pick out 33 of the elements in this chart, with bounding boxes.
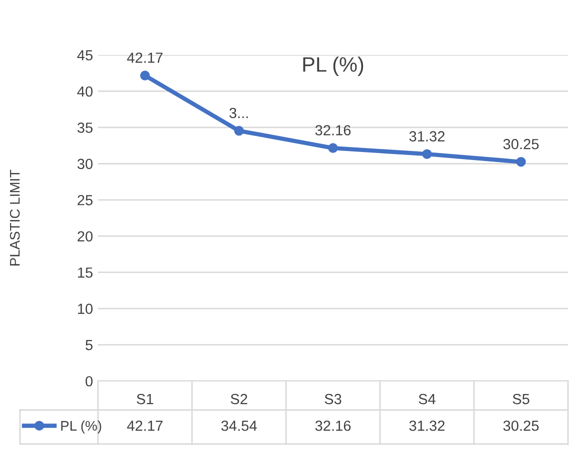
y-tick-label: 25 xyxy=(78,194,93,206)
data-label: 42.17 xyxy=(127,420,163,431)
data-label: 30.25 xyxy=(503,420,539,431)
x-tick-label: S5 xyxy=(512,394,530,404)
y-tick-label: 10 xyxy=(78,304,93,314)
x-tick-label: S1 xyxy=(136,394,154,404)
chart-title: PL (%) xyxy=(303,56,364,76)
point xyxy=(140,70,150,80)
annotation: 3... xyxy=(229,108,248,118)
legend-label: PL (%) xyxy=(61,420,102,434)
annotation: 42.17 xyxy=(127,52,163,63)
y-tick-label: 40 xyxy=(77,86,93,97)
point xyxy=(516,156,526,167)
y-tick-label: 30 xyxy=(77,158,93,170)
y-tick-label: 5 xyxy=(86,340,93,350)
y-tick-label: 45 xyxy=(77,50,93,60)
x-tick-label: S4 xyxy=(418,394,436,404)
point xyxy=(328,143,338,153)
y-tick-label: 20 xyxy=(78,231,93,242)
data-label: 31.32 xyxy=(409,420,445,431)
annotation: 31.32 xyxy=(409,131,445,142)
y-tick-label: 35 xyxy=(77,122,93,133)
y-tick-label: 0 xyxy=(86,376,93,386)
x-tick-label: S2 xyxy=(230,394,248,404)
annotation: 32.16 xyxy=(315,125,351,136)
data-label: 34.54 xyxy=(221,420,257,431)
y-axis-title: PLASTIC LIMIT xyxy=(10,170,20,266)
x-tick-label: S3 xyxy=(324,394,342,404)
data-label: 32.16 xyxy=(315,420,351,431)
annotation: 30.25 xyxy=(503,138,539,150)
y-tick-label: 15 xyxy=(78,268,93,278)
point xyxy=(234,126,244,136)
point xyxy=(422,149,432,159)
